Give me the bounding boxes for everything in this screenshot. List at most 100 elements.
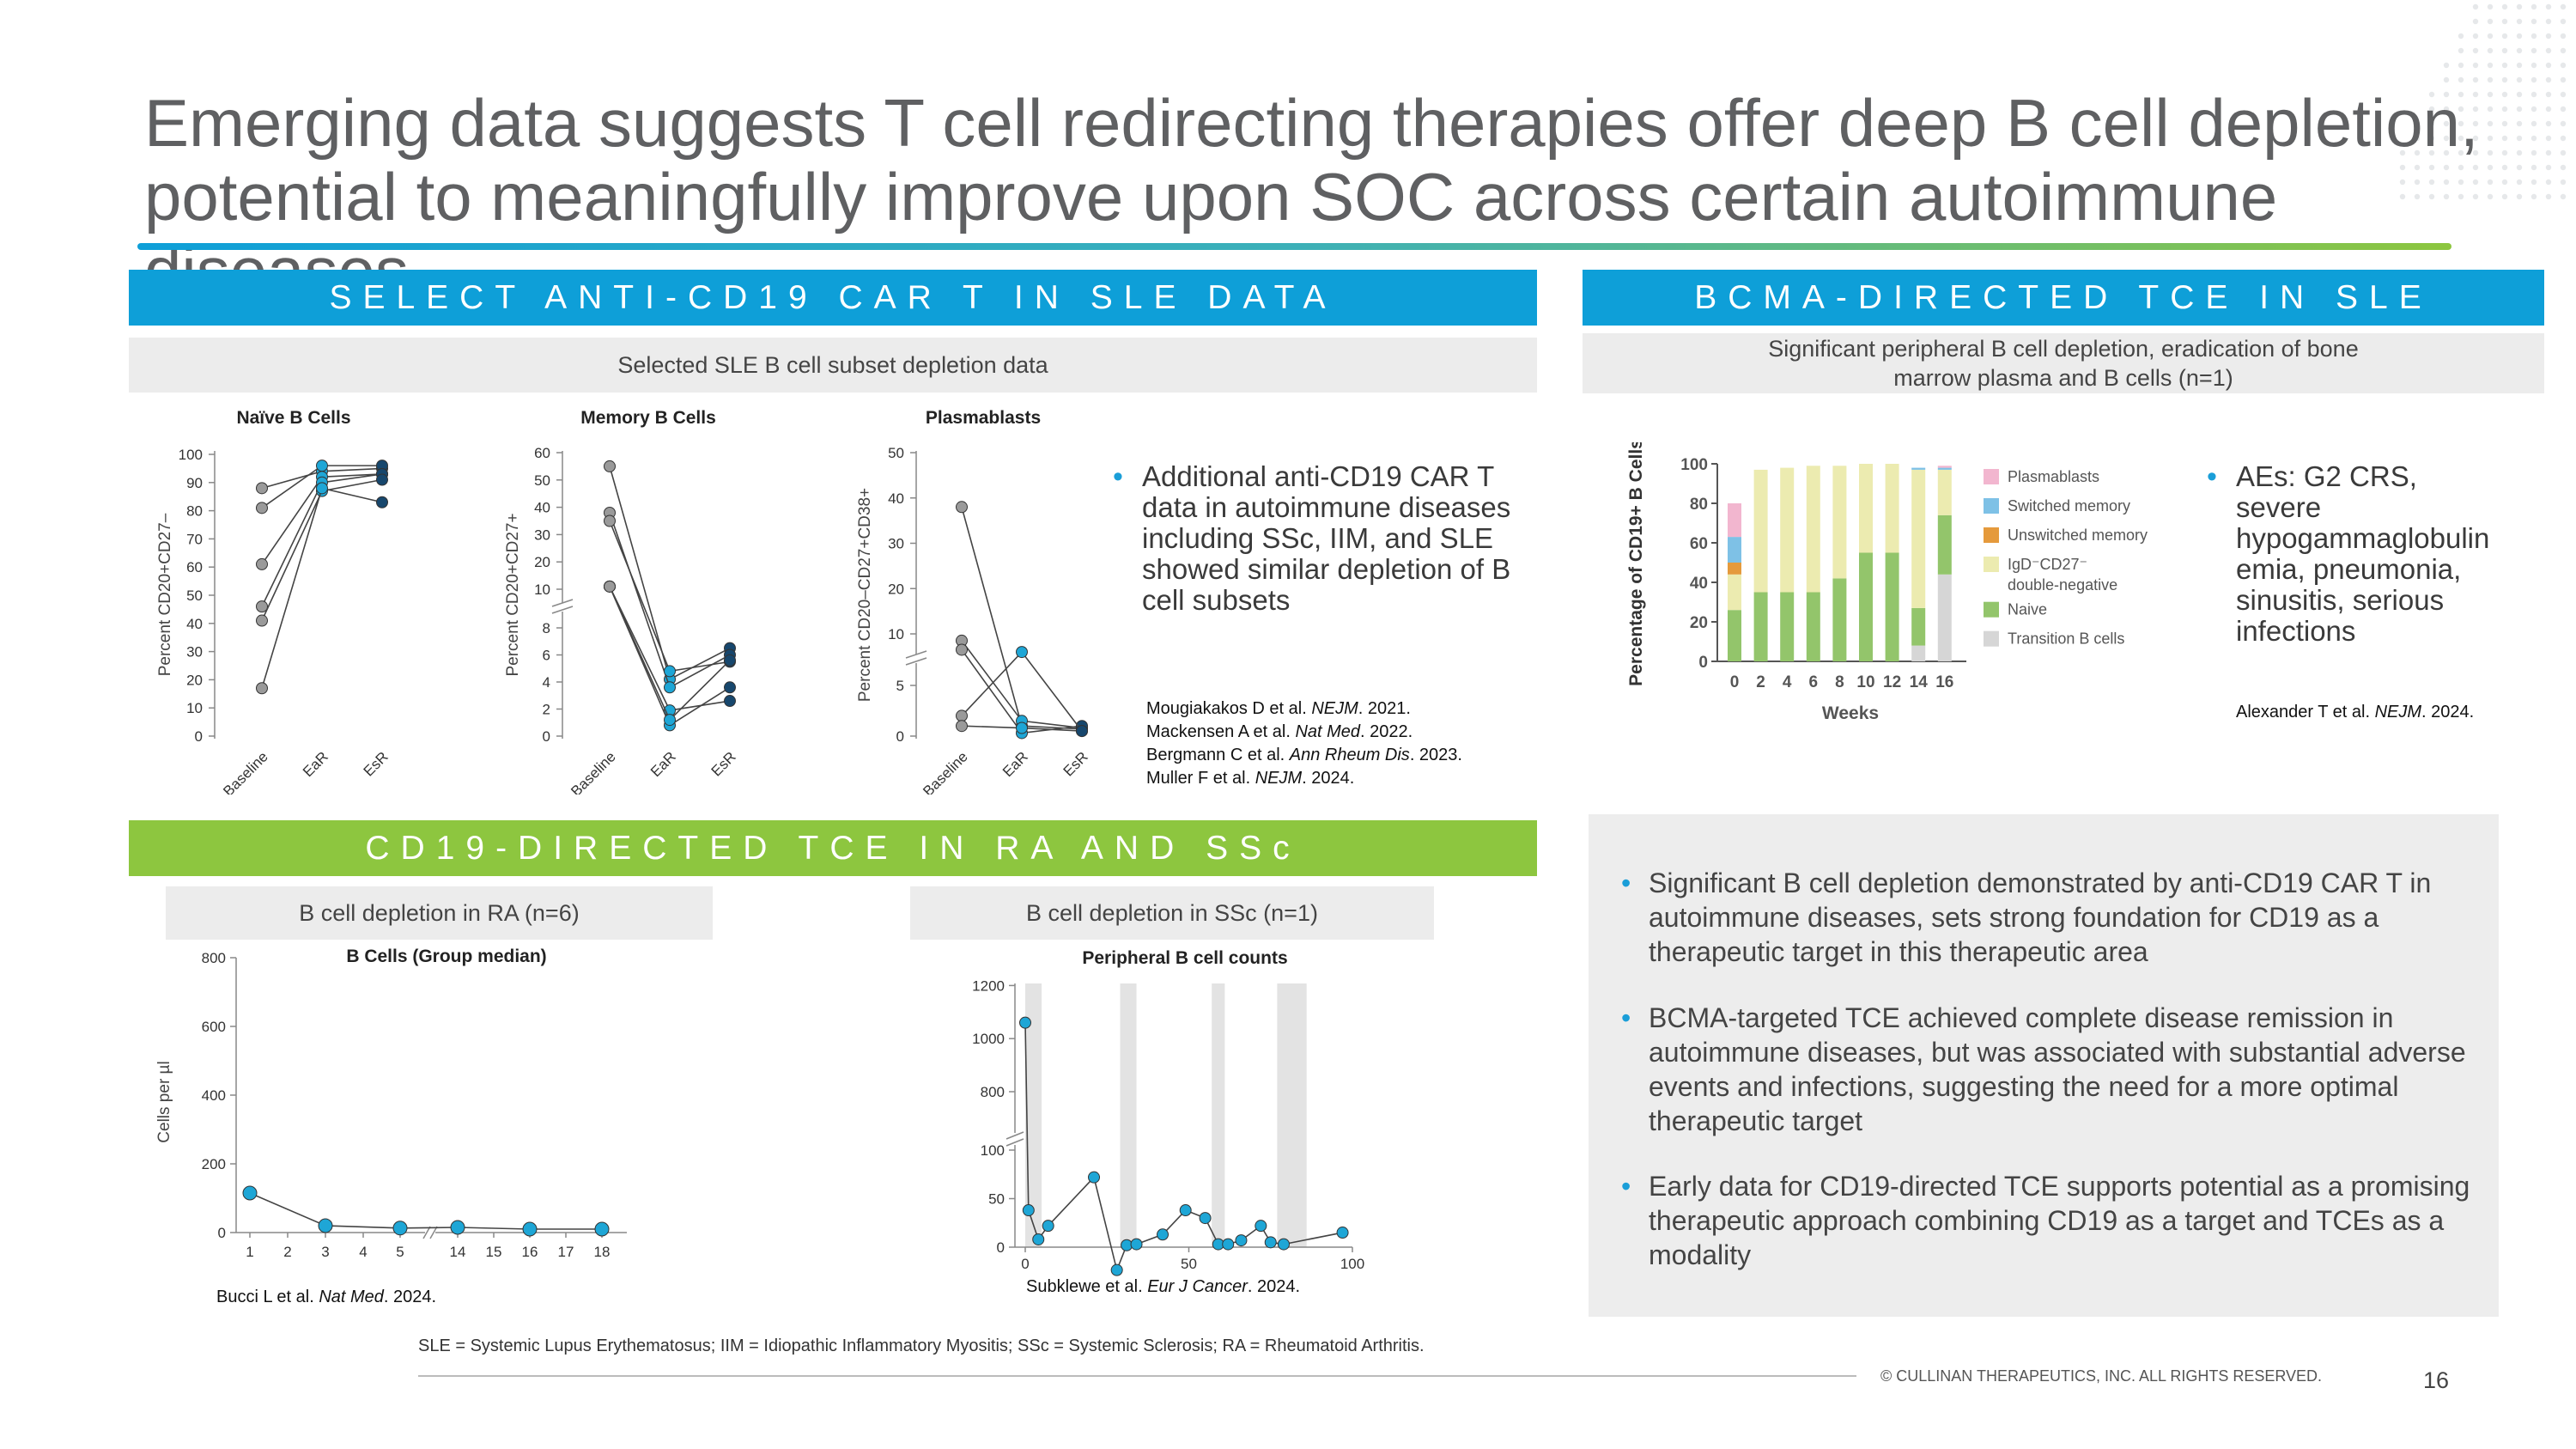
- treatment-period-band: [1212, 983, 1225, 1247]
- y-tick-label: 90: [186, 475, 203, 491]
- sle-bullet: • Additional anti-CD19 CAR T data in aut…: [1113, 460, 1520, 616]
- data-point: [256, 682, 268, 695]
- y-tick-label: 8: [543, 620, 550, 636]
- decor-dot: [2487, 62, 2494, 69]
- bcma-bullet: • AEs: G2 CRS, severe hypogammaglobuline…: [2207, 461, 2494, 647]
- reference-item: Bergmann C et al. Ann Rheum Dis. 2023.: [1146, 746, 1462, 764]
- treatment-period-band: [1277, 983, 1307, 1247]
- decor-dot: [2530, 106, 2537, 113]
- decor-dot: [2443, 179, 2450, 186]
- x-tick-label: EsR: [708, 748, 739, 779]
- x-tick-label: 4: [1783, 673, 1792, 691]
- data-point: [1179, 1204, 1192, 1217]
- y-tick-label: 30: [888, 536, 904, 552]
- bullet-dot: •: [2207, 460, 2217, 493]
- bar-segment: [1832, 466, 1847, 579]
- decor-dot: [2399, 164, 2406, 171]
- data-point: [956, 501, 968, 514]
- bar-segment: [1911, 645, 1926, 661]
- bar-segment: [1728, 537, 1741, 563]
- decor-dot: [2414, 135, 2421, 142]
- data-point: [1076, 725, 1088, 738]
- decor-dot: [2545, 106, 2552, 113]
- x-tick-label: 3: [321, 1244, 329, 1260]
- data-point: [1130, 1238, 1143, 1251]
- y-tick-label: 50: [534, 472, 550, 489]
- decor-dot: [2545, 3, 2552, 10]
- y-tick-label: 0: [896, 728, 904, 745]
- bar-segment: [1780, 467, 1795, 593]
- summary-box: • Significant B cell depletion demonstra…: [1589, 814, 2499, 1317]
- y-tick-label: 10: [186, 700, 203, 716]
- data-point: [1016, 721, 1028, 734]
- treatment-period-band: [1120, 983, 1137, 1247]
- chart-title: Plasmablasts: [926, 408, 1041, 428]
- axis-break-gap: [425, 1226, 435, 1239]
- bullet-dot: •: [1621, 1002, 1631, 1033]
- bar-segment: [1832, 578, 1847, 661]
- x-tick-label: 8: [1835, 673, 1844, 691]
- decor-dot: [2560, 47, 2567, 54]
- y-tick-label: 1000: [972, 1031, 1005, 1047]
- decor-dot: [2516, 76, 2523, 83]
- data-point: [724, 681, 736, 694]
- y-tick-label: 50: [988, 1191, 1005, 1208]
- data-point: [256, 614, 268, 627]
- bar-segment: [1728, 563, 1741, 575]
- legend-swatch: [1984, 469, 1999, 484]
- data-point: [1277, 1238, 1290, 1251]
- y-tick-label: 50: [888, 445, 904, 461]
- decor-dot: [2501, 120, 2508, 127]
- y-tick-label: 100: [1680, 456, 1708, 474]
- sle-bullet-text: Additional anti-CD19 CAR T data in autoi…: [1142, 460, 1511, 616]
- bar-segment: [1937, 469, 1952, 515]
- y-axis-label: Cells per µl: [155, 1061, 173, 1142]
- decor-dot: [2501, 3, 2508, 10]
- decor-dot: [2501, 106, 2508, 113]
- bar-segment: [1753, 592, 1768, 661]
- bar-segment: [1728, 503, 1741, 538]
- y-tick-label: 60: [186, 559, 203, 575]
- decor-dot: [2516, 18, 2523, 25]
- x-tick-label: 12: [1883, 673, 1901, 691]
- bar-segment: [1937, 467, 1952, 470]
- data-point: [604, 580, 616, 593]
- decor-dot: [2458, 164, 2464, 171]
- data-point: [664, 681, 676, 694]
- decor-dot: [2472, 193, 2479, 200]
- series-line: [609, 586, 731, 721]
- decor-dot: [2472, 179, 2479, 186]
- summary-item: • Significant B cell depletion demonstra…: [1621, 866, 2473, 969]
- x-tick-label: EsR: [1060, 748, 1091, 779]
- decor-dot: [2516, 91, 2523, 98]
- decor-dot: [2560, 3, 2567, 10]
- data-point: [450, 1220, 465, 1235]
- decor-dot: [2472, 33, 2479, 40]
- bar-segment: [1885, 552, 1899, 661]
- decor-dot: [2428, 120, 2435, 127]
- data-point: [724, 695, 736, 708]
- title-gradient-rule: [137, 243, 2451, 250]
- data-point: [242, 1185, 258, 1201]
- y-tick-label: 20: [186, 672, 203, 688]
- decor-dot: [2501, 164, 2508, 171]
- chart-title: Memory B Cells: [580, 408, 716, 428]
- y-tick-label: 2: [543, 702, 550, 718]
- decor-dot: [2516, 106, 2523, 113]
- x-tick-label: 0: [1021, 1256, 1029, 1272]
- decor-dot: [2545, 33, 2552, 40]
- data-point: [256, 482, 268, 495]
- naive-b-cells-chart: Naïve B Cells Percent CD20+CD27– 0 10 20 30 40…: [156, 408, 392, 795]
- series-line: [609, 512, 731, 689]
- bar-segment: [1728, 610, 1741, 661]
- series-line: [261, 487, 383, 689]
- legend-swatch: [1984, 527, 1999, 543]
- decor-dot: [2458, 106, 2464, 113]
- axis-break-gap: [552, 603, 573, 612]
- bar-segment: [1859, 552, 1873, 661]
- y-tick-label: 800: [202, 950, 226, 966]
- x-tick-label: 50: [1181, 1256, 1197, 1272]
- bar-segment: [1780, 592, 1795, 661]
- y-tick-label: 800: [981, 1084, 1005, 1100]
- legend-swatch: [1984, 557, 1999, 572]
